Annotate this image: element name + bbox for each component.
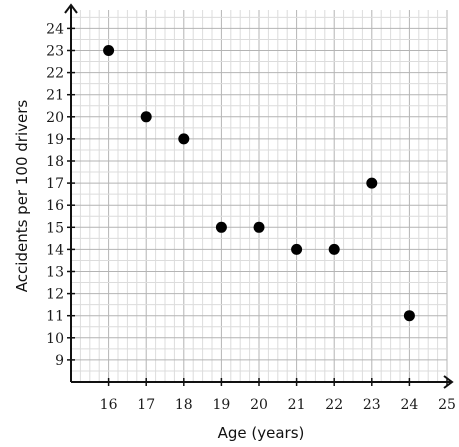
y-tick-label: 9 [55, 353, 64, 369]
y-axis-label: Accidents per 100 drivers [13, 100, 31, 293]
y-tick-label: 13 [46, 265, 64, 281]
y-axis-arrow-icon [64, 3, 78, 14]
y-tick-label: 20 [46, 110, 64, 126]
y-tick-label: 23 [46, 44, 64, 60]
x-tick-label: 16 [100, 397, 118, 413]
x-tick-label: 23 [363, 397, 381, 413]
y-tick-label: 19 [46, 132, 64, 148]
x-tick-label: 21 [288, 397, 306, 413]
x-tick-label: 17 [137, 397, 155, 413]
x-tick-label: 25 [438, 397, 456, 413]
y-tick-label: 21 [46, 88, 64, 104]
data-point [103, 45, 115, 56]
y-tick-label: 11 [46, 309, 64, 325]
y-tick-labels: 9 10 11 12 13 14 15 16 17 18 19 20 21 22 23 24 [46, 21, 75, 369]
x-axis-label: Age (years) [218, 424, 305, 442]
y-tick-label: 12 [46, 287, 64, 303]
y-tick-label: 14 [46, 242, 64, 258]
y-tick-label: 10 [46, 331, 64, 347]
y-tick-label: 24 [46, 21, 64, 37]
data-point [178, 133, 190, 145]
data-point [291, 243, 303, 255]
data-point [215, 221, 227, 233]
x-tick-label: 20 [250, 397, 268, 413]
x-tick-labels: 16 17 18 19 20 21 22 23 24 25 [100, 378, 456, 413]
y-tick-label: 18 [46, 154, 64, 170]
y-tick-label: 22 [46, 66, 64, 82]
y-tick-label: 17 [46, 176, 64, 192]
grid [70, 10, 448, 383]
data-point [140, 111, 152, 123]
y-tick-label: 16 [46, 198, 64, 214]
x-tick-label: 19 [212, 397, 230, 413]
y-tick-label: 15 [46, 220, 64, 236]
data-points [103, 45, 415, 322]
data-point [403, 310, 415, 322]
data-point [366, 177, 378, 189]
x-tick-label: 24 [400, 397, 418, 413]
x-tick-label: 22 [325, 397, 343, 413]
x-tick-label: 18 [175, 397, 193, 413]
data-point [253, 221, 265, 233]
data-point [328, 243, 340, 255]
